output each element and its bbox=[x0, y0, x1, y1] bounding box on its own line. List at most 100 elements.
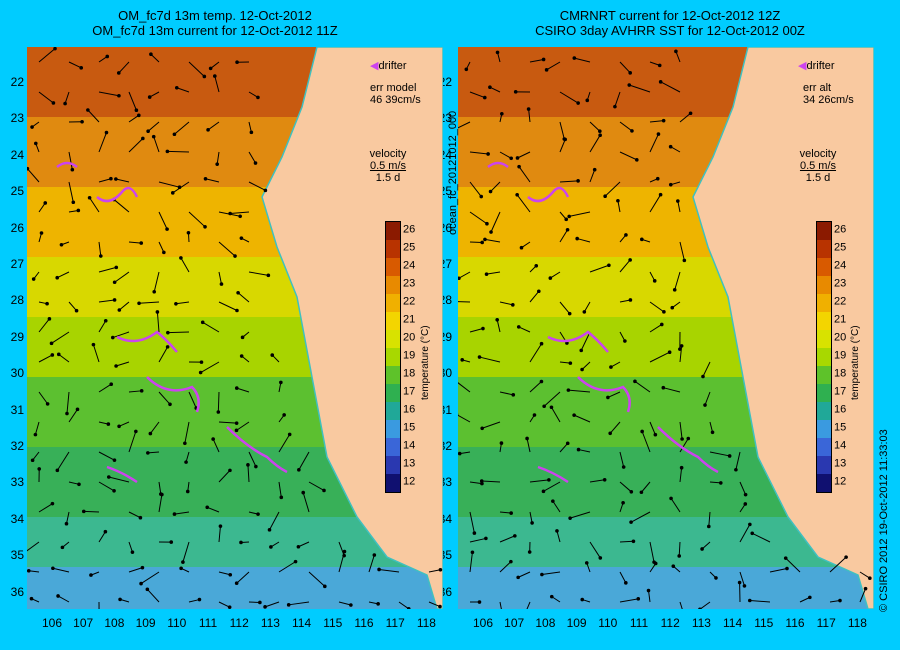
colorbar-segment bbox=[817, 312, 831, 330]
current-vector bbox=[264, 601, 280, 608]
current-vector bbox=[68, 61, 82, 69]
current-vector-head bbox=[783, 556, 788, 560]
current-vector bbox=[218, 271, 222, 285]
right-drifter-label: drifter bbox=[806, 60, 835, 72]
current-vector bbox=[83, 510, 100, 513]
colorbar-tick-label: 18 bbox=[403, 367, 416, 380]
current-vector-head bbox=[27, 166, 30, 171]
current-vector-head bbox=[114, 265, 119, 270]
current-vector-head bbox=[137, 113, 141, 118]
current-vector-head bbox=[509, 156, 513, 161]
current-vector-head bbox=[29, 596, 34, 601]
left-err-box: err model 46 39cm/s bbox=[370, 82, 421, 106]
right-velocity-scale: 0.5 m/s bbox=[799, 160, 837, 172]
current-vector bbox=[153, 136, 160, 153]
current-vector-head bbox=[700, 547, 704, 551]
current-vector-head bbox=[227, 605, 232, 609]
current-vector-head bbox=[179, 256, 183, 260]
lon-tick-label: 115 bbox=[754, 616, 774, 630]
current-vector bbox=[559, 443, 569, 453]
colorbar-segment bbox=[817, 384, 831, 402]
current-vector-head bbox=[633, 379, 637, 384]
current-vector bbox=[568, 389, 591, 393]
current-vector-head bbox=[239, 354, 244, 358]
current-vector bbox=[248, 151, 256, 164]
current-vector bbox=[649, 421, 656, 435]
current-vector bbox=[481, 480, 501, 483]
current-vector-head bbox=[216, 410, 221, 414]
colorbar-segment bbox=[386, 294, 400, 312]
current-vector bbox=[634, 380, 651, 393]
current-vector-head bbox=[145, 587, 150, 592]
current-vector-head bbox=[743, 502, 748, 506]
current-vector bbox=[490, 181, 501, 192]
current-vector-head bbox=[239, 540, 243, 545]
colorbar-segment bbox=[386, 438, 400, 456]
current-vector-head bbox=[526, 107, 531, 111]
current-vector bbox=[216, 151, 220, 165]
current-vector-head bbox=[539, 379, 544, 384]
current-vector-head bbox=[672, 288, 677, 292]
drifter-track bbox=[116, 330, 178, 353]
colorbar-segment bbox=[817, 276, 831, 294]
current-vector bbox=[288, 601, 310, 606]
current-vector-head bbox=[197, 597, 202, 602]
current-vector bbox=[709, 451, 730, 457]
current-vector-head bbox=[234, 581, 239, 586]
current-vector-head bbox=[438, 604, 442, 609]
current-vector bbox=[469, 481, 482, 485]
current-vector bbox=[98, 178, 112, 183]
current-vector-head bbox=[742, 584, 747, 588]
current-vector bbox=[543, 391, 561, 407]
current-vector bbox=[499, 601, 502, 609]
current-vector-head bbox=[89, 573, 93, 577]
left-drifter-label: drifter bbox=[378, 60, 407, 72]
current-vector-head bbox=[603, 194, 607, 198]
current-vector-head bbox=[464, 67, 469, 72]
current-vector bbox=[518, 166, 531, 183]
left-velocity-label: velocity bbox=[369, 148, 407, 160]
colorbar-segment bbox=[817, 258, 831, 276]
current-vector bbox=[248, 451, 257, 467]
current-vector-head bbox=[112, 488, 116, 493]
colorbar-tick-label: 26 bbox=[834, 223, 847, 236]
current-vector-head bbox=[511, 393, 516, 397]
current-vector-head bbox=[838, 598, 842, 603]
current-vector bbox=[660, 81, 681, 93]
current-vector-head bbox=[134, 108, 139, 113]
current-vector-head bbox=[668, 144, 673, 149]
current-vector-head bbox=[263, 605, 267, 609]
current-vector bbox=[499, 391, 514, 396]
current-vector bbox=[247, 464, 250, 483]
current-vector bbox=[769, 568, 788, 573]
current-vector-head bbox=[80, 120, 84, 124]
current-vector-head bbox=[372, 553, 377, 557]
colorbar-tick-label: 24 bbox=[834, 259, 847, 272]
current-vector bbox=[469, 328, 484, 333]
colorbar-tick-label: 22 bbox=[403, 295, 416, 308]
current-vector bbox=[56, 271, 70, 279]
current-vector-head bbox=[168, 402, 172, 407]
current-vector bbox=[218, 470, 231, 483]
current-vector-head bbox=[139, 389, 144, 393]
current-vector-head bbox=[477, 355, 482, 359]
current-vector bbox=[699, 601, 711, 609]
current-vector-head bbox=[658, 192, 663, 197]
current-vector-head bbox=[671, 564, 676, 568]
current-vector-head bbox=[50, 501, 55, 506]
current-vector-head bbox=[234, 428, 239, 433]
current-vector bbox=[108, 476, 130, 483]
current-vector bbox=[98, 451, 115, 461]
current-vector-head bbox=[652, 279, 657, 283]
colorbar-tick-label: 14 bbox=[834, 439, 847, 452]
current-vector-head bbox=[266, 273, 271, 278]
current-vector bbox=[65, 511, 70, 524]
current-vector-head bbox=[240, 335, 245, 340]
current-vector bbox=[174, 121, 190, 135]
current-vector-head bbox=[661, 118, 666, 123]
drifter-track bbox=[657, 426, 719, 474]
current-vector bbox=[149, 421, 160, 434]
current-vector bbox=[679, 467, 683, 483]
lon-tick-label: 109 bbox=[135, 616, 156, 630]
current-vector bbox=[609, 421, 621, 434]
